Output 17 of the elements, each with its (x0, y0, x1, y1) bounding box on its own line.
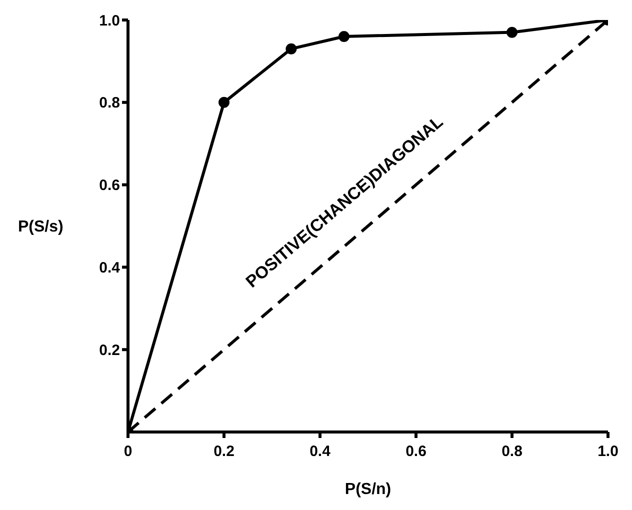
x-tick-label: 1.0 (598, 443, 618, 460)
point (506, 26, 518, 38)
point (218, 96, 230, 108)
x-tick-label: 0 (124, 443, 132, 460)
y-tick-label: 0.4 (99, 260, 121, 277)
x-tick-label: 0.6 (406, 443, 426, 460)
x-tick-label: 0.8 (502, 443, 522, 460)
y-tick-label: 0.6 (99, 177, 120, 194)
y-axis-title: P(S/s) (18, 218, 64, 236)
x-tick-label: 0.2 (214, 443, 234, 460)
point (286, 43, 297, 54)
x-tick-label: 0.4 (310, 443, 332, 460)
y-tick-label: 0.8 (99, 94, 120, 112)
point (338, 30, 350, 42)
y-tick-label: 0.2 (99, 342, 120, 359)
y-tick-label: 1.0 (99, 12, 120, 30)
x-axis-title: P(S/n) (344, 481, 392, 498)
